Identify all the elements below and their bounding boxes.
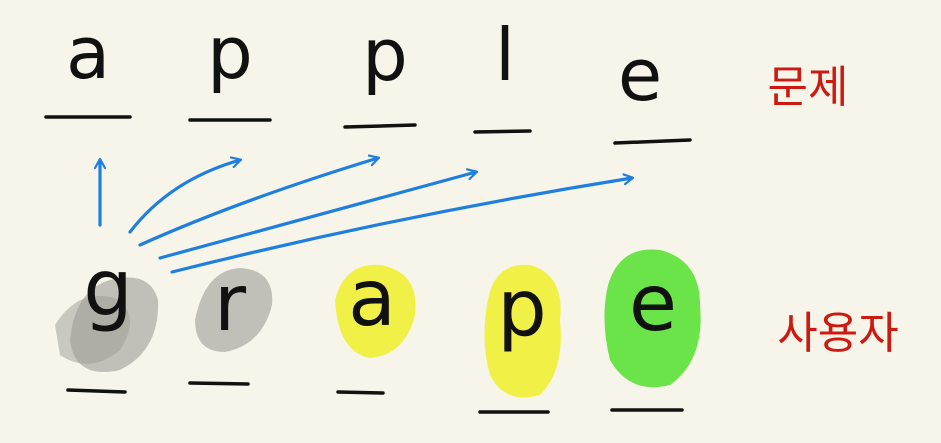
problem-label: 문제 — [768, 62, 849, 113]
problem-letter-3: p — [362, 13, 408, 97]
arrow-right-icon — [128, 160, 240, 234]
problem-letter-2: p — [207, 11, 253, 95]
user-letter-3: a — [348, 254, 396, 344]
user-letters: g r a p e — [83, 244, 677, 354]
highlight-yellow-p — [484, 264, 561, 398]
problem-letters: a p p l e — [66, 11, 662, 117]
highlight-green-e — [604, 249, 701, 388]
problem-underline-3 — [343, 123, 417, 129]
user-letter-5: e — [629, 259, 677, 349]
user-underlines — [66, 381, 684, 414]
user-letter-4: p — [497, 264, 547, 354]
problem-underline-5 — [613, 138, 692, 145]
highlight-gray-g — [55, 277, 159, 372]
user-letter-2: r — [214, 259, 247, 349]
problem-letter-5: e — [618, 33, 662, 117]
user-underline-1 — [66, 388, 127, 394]
arrow-right-icon — [158, 172, 476, 260]
highlight-yellow-a — [335, 264, 416, 358]
user-letter-1: g — [83, 244, 133, 334]
comparison-arrows — [100, 158, 632, 274]
highlight-gray-r — [195, 268, 273, 352]
problem-letter-1: a — [66, 11, 110, 95]
problem-letter-4: l — [495, 13, 515, 97]
arrow-right-icon — [138, 158, 378, 247]
user-underline-2 — [188, 381, 250, 386]
problem-underline-4 — [473, 129, 532, 134]
problem-underlines — [44, 115, 692, 145]
user-label: 사용자 — [777, 308, 898, 359]
arrow-right-icon — [170, 178, 632, 274]
user-underline-3 — [336, 390, 385, 395]
